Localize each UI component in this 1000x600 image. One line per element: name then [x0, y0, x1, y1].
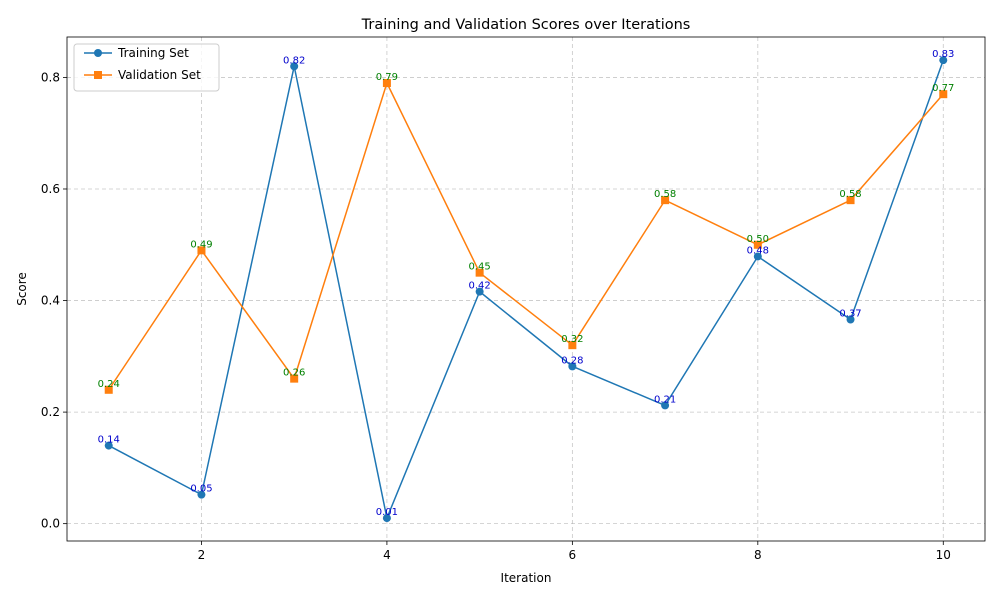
y-tick-label: 0.6 — [41, 182, 60, 196]
training-set-point — [846, 315, 855, 324]
training-set-point — [661, 401, 670, 410]
x-tick-label: 4 — [383, 548, 391, 562]
training-set-data-label: 0.01 — [376, 507, 398, 518]
validation-set-point — [939, 90, 948, 99]
training-set-point — [568, 362, 577, 371]
validation-set-data-label: 0.49 — [190, 239, 212, 250]
y-tick-label: 0.0 — [41, 517, 60, 531]
training-set-data-label: 0.05 — [190, 484, 212, 495]
x-tick-label: 10 — [936, 548, 951, 562]
validation-set-data-label: 0.26 — [283, 368, 305, 379]
training-set-series — [104, 56, 948, 523]
training-set-point — [475, 287, 484, 296]
x-tick-label: 6 — [569, 548, 577, 562]
legend: Training Set Validation Set — [73, 43, 220, 92]
y-axis-title: Score — [15, 272, 29, 306]
axis-ticks: 2 4 6 8 10 0.0 0.2 0.4 0.6 0.8 — [41, 70, 951, 562]
validation-set-point — [846, 196, 855, 205]
plot-frame — [66, 36, 986, 542]
training-set-data-label: 0.82 — [283, 55, 305, 66]
validation-set-data-label: 0.45 — [469, 262, 491, 273]
validation-set-data-label: 0.24 — [98, 379, 120, 390]
legend-box — [73, 43, 220, 92]
validation-set-data-label: 0.77 — [932, 83, 954, 94]
validation-set-point — [197, 246, 206, 255]
training-set-point — [753, 252, 762, 261]
data-labels: 0.14 0.05 0.82 0.01 0.42 0.28 0.21 0.48 0.37 0.83… — [98, 49, 955, 518]
validation-set-series — [104, 79, 948, 394]
y-tick-label: 0.8 — [41, 70, 60, 84]
validation-set-point — [661, 196, 670, 205]
validation-set-data-label: 0.58 — [654, 189, 676, 200]
training-set-point — [939, 56, 948, 65]
x-axis-title: Iteration — [501, 571, 552, 585]
training-set-data-label: 0.37 — [839, 309, 861, 320]
validation-set-point — [753, 240, 762, 249]
training-set-data-label: 0.42 — [469, 281, 491, 292]
training-set-data-label: 0.83 — [932, 49, 954, 60]
validation-set-data-label: 0.50 — [747, 234, 769, 245]
validation-set-point — [290, 374, 299, 383]
y-tick-label: 0.2 — [41, 405, 60, 419]
training-set-point — [290, 62, 299, 71]
plot-area — [104, 56, 948, 523]
validation-set-line — [108, 82, 944, 391]
validation-set-point — [104, 385, 113, 394]
training-set-data-label: 0.14 — [98, 435, 120, 446]
training-set-data-label: 0.28 — [561, 355, 583, 366]
y-tick-label: 0.4 — [41, 294, 60, 308]
training-set-data-label: 0.48 — [747, 245, 769, 256]
training-set-data-label: 0.21 — [654, 394, 676, 405]
training-set-point — [382, 514, 391, 523]
validation-set-point — [382, 79, 391, 88]
x-tick-label: 8 — [754, 548, 762, 562]
validation-set-legend-marker — [94, 71, 102, 79]
training-set-legend-marker — [94, 49, 102, 57]
training-set-line — [108, 59, 944, 519]
validation-set-point — [568, 341, 577, 350]
validation-set-data-label: 0.58 — [839, 189, 861, 200]
validation-set-point — [475, 268, 484, 277]
validation-set-data-label: 0.79 — [376, 72, 398, 83]
validation-set-legend-label: Validation Set — [118, 68, 201, 82]
training-set-point — [197, 490, 206, 499]
training-set-legend-label: Training Set — [117, 46, 189, 60]
validation-set-data-label: 0.32 — [561, 334, 583, 345]
training-set-point — [104, 441, 113, 450]
x-tick-label: 2 — [198, 548, 206, 562]
chart-title: Training and Validation Scores over Iter… — [361, 17, 691, 33]
grid — [67, 37, 985, 541]
